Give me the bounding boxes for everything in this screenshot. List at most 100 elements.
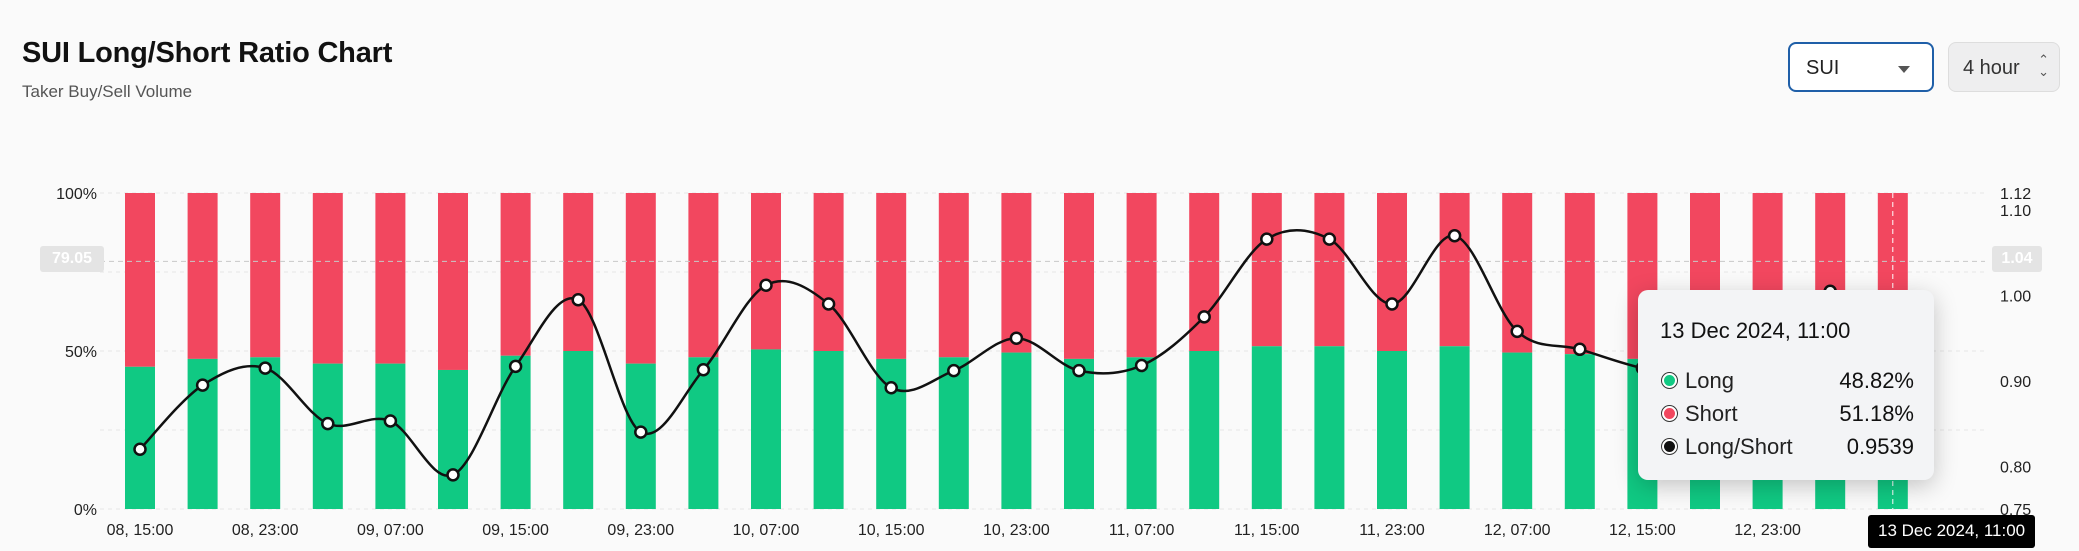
long-bar <box>1126 357 1157 509</box>
crosshair-y-left-label: 79.05 <box>40 246 104 272</box>
long-bar <box>688 357 719 509</box>
ratio-point <box>1260 232 1274 246</box>
ratio-point <box>759 278 773 292</box>
x-tick-label: 10, 15:00 <box>858 522 925 539</box>
y-axis-right-ticks: 0.75 0.80 0.90 1.00 1.101.12 <box>2000 186 2031 519</box>
crosshair-x-label: 13 Dec 2024, 11:00 <box>1868 515 2036 548</box>
long-bar <box>813 351 844 509</box>
x-tick-label: 08, 23:00 <box>232 522 299 539</box>
y-left-tick-label: 100% <box>56 186 97 203</box>
short-bar <box>375 193 406 364</box>
long-bar <box>1189 351 1220 509</box>
symbol-select[interactable]: SUI <box>1788 42 1934 92</box>
short-bar <box>1001 193 1032 353</box>
page-subtitle: Taker Buy/Sell Volume <box>22 82 193 101</box>
tooltip-row-ratio: Long/Short 0.9539 <box>1660 430 1914 463</box>
caret-down-icon <box>1898 66 1910 73</box>
long-bar <box>1314 346 1345 509</box>
long-bar <box>1001 352 1032 509</box>
short-bar <box>751 193 781 350</box>
ratio-point <box>571 293 585 307</box>
tooltip-label: Long <box>1685 367 1734 393</box>
ratio-point <box>1573 342 1587 357</box>
x-tick-label: 12, 07:00 <box>1484 522 1551 539</box>
y-right-tick-label: 0.80 <box>2000 459 2031 476</box>
x-tick-label: 12, 23:00 <box>1734 522 1801 539</box>
ratio-point <box>696 363 711 377</box>
page-title: SUI Long/Short Ratio Chart <box>22 37 393 69</box>
long-bar <box>938 357 969 509</box>
y-axis-left-ticks: 0% 50% 100% <box>56 186 97 519</box>
long-bar <box>1377 351 1407 509</box>
ratio-point <box>1072 363 1086 378</box>
x-tick-label: 11, 15:00 <box>1234 522 1300 539</box>
y-right-tick-label: 1.00 <box>2000 288 2031 305</box>
long-dot-icon <box>1662 373 1677 388</box>
short-bar <box>688 193 719 358</box>
short-bar <box>438 193 468 370</box>
long-bar <box>1251 346 1282 509</box>
long-bar <box>1064 358 1094 509</box>
ratio-point <box>1385 297 1399 311</box>
long-bar <box>375 363 406 509</box>
ratio-point <box>1009 331 1024 345</box>
x-axis-ticks: 08, 15:00 08, 23:00 09, 07:00 09, 15:00 09, … <box>107 522 1902 539</box>
ratio-point <box>1322 232 1337 246</box>
short-bar <box>813 193 844 351</box>
ratio-point <box>1197 310 1211 324</box>
tooltip-value: 51.18% <box>1839 400 1914 426</box>
ratio-point <box>321 416 335 431</box>
chart-tooltip: 13 Dec 2024, 11:00 Long 48.82% Short 51.… <box>1638 290 1934 480</box>
y-right-tick-label: 0.90 <box>2000 374 2031 391</box>
ratio-point <box>1510 324 1524 339</box>
long-bar <box>250 357 281 509</box>
long-bar <box>312 363 343 509</box>
tooltip-value: 0.9539 <box>1846 433 1914 459</box>
crosshair-y-right-label: 1.04 <box>1992 246 2042 272</box>
ratio-point <box>383 414 398 428</box>
tooltip-label: Long/Short <box>1685 433 1793 459</box>
x-tick-label: 11, 23:00 <box>1359 522 1425 539</box>
short-bar <box>938 193 969 358</box>
x-tick-label: 09, 07:00 <box>357 522 424 539</box>
y-right-tick-label: 1.10 <box>2000 203 2031 220</box>
ratio-point <box>1134 358 1149 373</box>
tooltip-label: Short <box>1685 400 1738 426</box>
tooltip-value: 48.82% <box>1839 367 1914 393</box>
long-bar <box>1502 352 1533 509</box>
x-tick-label: 10, 23:00 <box>983 522 1050 539</box>
x-tick-label: 09, 15:00 <box>482 522 549 539</box>
x-tick-label: 11, 07:00 <box>1109 522 1175 539</box>
y-left-tick-label: 50% <box>65 344 97 361</box>
tooltip-title: 13 Dec 2024, 11:00 <box>1660 318 1851 343</box>
y-right-tick-label: 0.75 <box>2000 502 2031 519</box>
tooltip-row-long: Long 48.82% <box>1660 364 1914 397</box>
short-bar <box>500 193 531 356</box>
short-bar <box>1377 193 1407 351</box>
up-down-arrows-icon: ⌃ ⌄ <box>2038 52 2049 79</box>
ratio-point <box>508 359 523 374</box>
interval-select-value: 4 hour <box>1963 57 2020 79</box>
ratio-point <box>884 380 898 395</box>
ratio-dot-icon <box>1662 439 1677 454</box>
long-bar <box>563 351 594 509</box>
short-bar <box>625 193 656 364</box>
short-bar <box>1314 193 1345 347</box>
long-bar <box>500 355 531 509</box>
x-tick-label: 10, 07:00 <box>733 522 800 539</box>
short-bar <box>1251 193 1282 347</box>
long-bar <box>1439 346 1470 509</box>
interval-select[interactable]: 4 hour ⌃ ⌄ <box>1948 42 2060 92</box>
long-bar <box>751 349 781 509</box>
short-bar <box>187 193 218 359</box>
x-tick-label: 12, 15:00 <box>1609 522 1676 539</box>
short-bar <box>250 193 281 358</box>
ratio-point <box>446 468 460 482</box>
y-right-tick-label: 1.12 <box>2000 186 2031 203</box>
long-bar <box>438 369 468 509</box>
short-bar <box>563 193 594 351</box>
short-bar <box>1439 193 1470 347</box>
x-tick-label: 09, 23:00 <box>607 522 674 539</box>
tooltip-row-short: Short 51.18% <box>1660 397 1914 430</box>
short-bar <box>876 193 907 359</box>
